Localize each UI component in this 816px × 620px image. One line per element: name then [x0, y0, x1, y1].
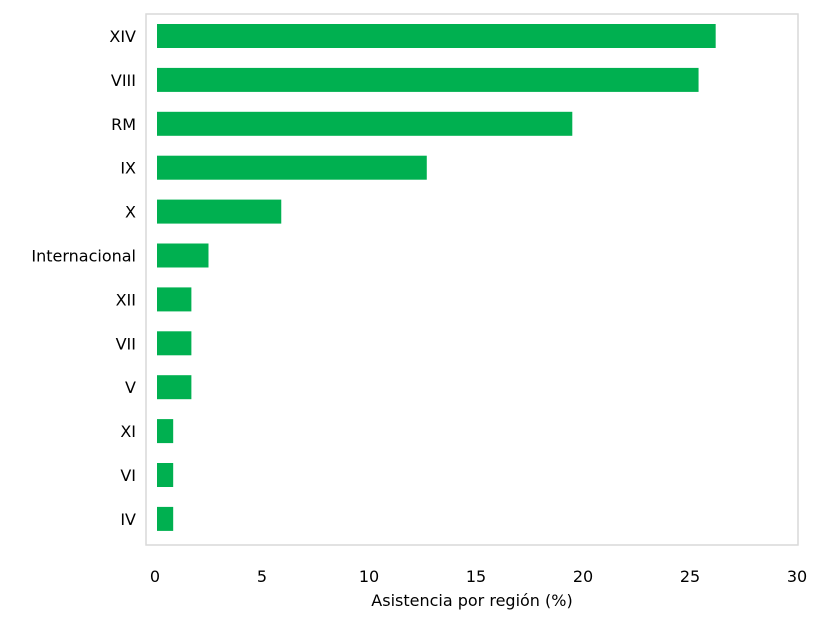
- category-label-v: V: [125, 378, 136, 397]
- bar-v: [157, 375, 192, 400]
- bars-group: [157, 24, 716, 531]
- category-label-vii: VII: [116, 334, 136, 353]
- bar-xii: [157, 287, 192, 312]
- category-label-ix: IX: [120, 159, 136, 178]
- category-label-vi: VI: [120, 466, 136, 485]
- plot-frame: [145, 13, 799, 546]
- bar-iv: [157, 506, 174, 531]
- bar-vi: [157, 463, 174, 487]
- x-tick-label-0: 0: [150, 567, 160, 586]
- category-label-x: X: [125, 203, 136, 222]
- category-label-rm: RM: [111, 115, 136, 134]
- bar-vii: [157, 331, 192, 356]
- x-tick-label-20: 20: [573, 567, 593, 586]
- x-axis-title: Asistencia por región (%): [371, 591, 572, 610]
- bar-rm: [157, 111, 573, 136]
- x-tick-label-30: 30: [787, 567, 807, 586]
- x-tick-label-15: 15: [466, 567, 486, 586]
- category-label-internacional: Internacional: [31, 247, 136, 266]
- bar-xi: [157, 419, 174, 444]
- bar-viii: [157, 67, 699, 92]
- category-label-viii: VIII: [111, 71, 136, 90]
- x-tick-label-10: 10: [359, 567, 379, 586]
- x-tick-label-5: 5: [257, 567, 267, 586]
- category-label-iv: IV: [120, 510, 136, 529]
- x-tick-label-25: 25: [680, 567, 700, 586]
- bar-ix: [157, 155, 427, 180]
- bar-xiv: [157, 24, 716, 48]
- category-label-xii: XII: [116, 290, 136, 309]
- category-label-xi: XI: [120, 422, 136, 441]
- bar-x: [157, 199, 282, 224]
- x-tick-labels: 0 5 10 15 20 25 30: [150, 567, 807, 586]
- category-label-xiv: XIV: [109, 27, 136, 46]
- bar-internacional: [157, 243, 209, 268]
